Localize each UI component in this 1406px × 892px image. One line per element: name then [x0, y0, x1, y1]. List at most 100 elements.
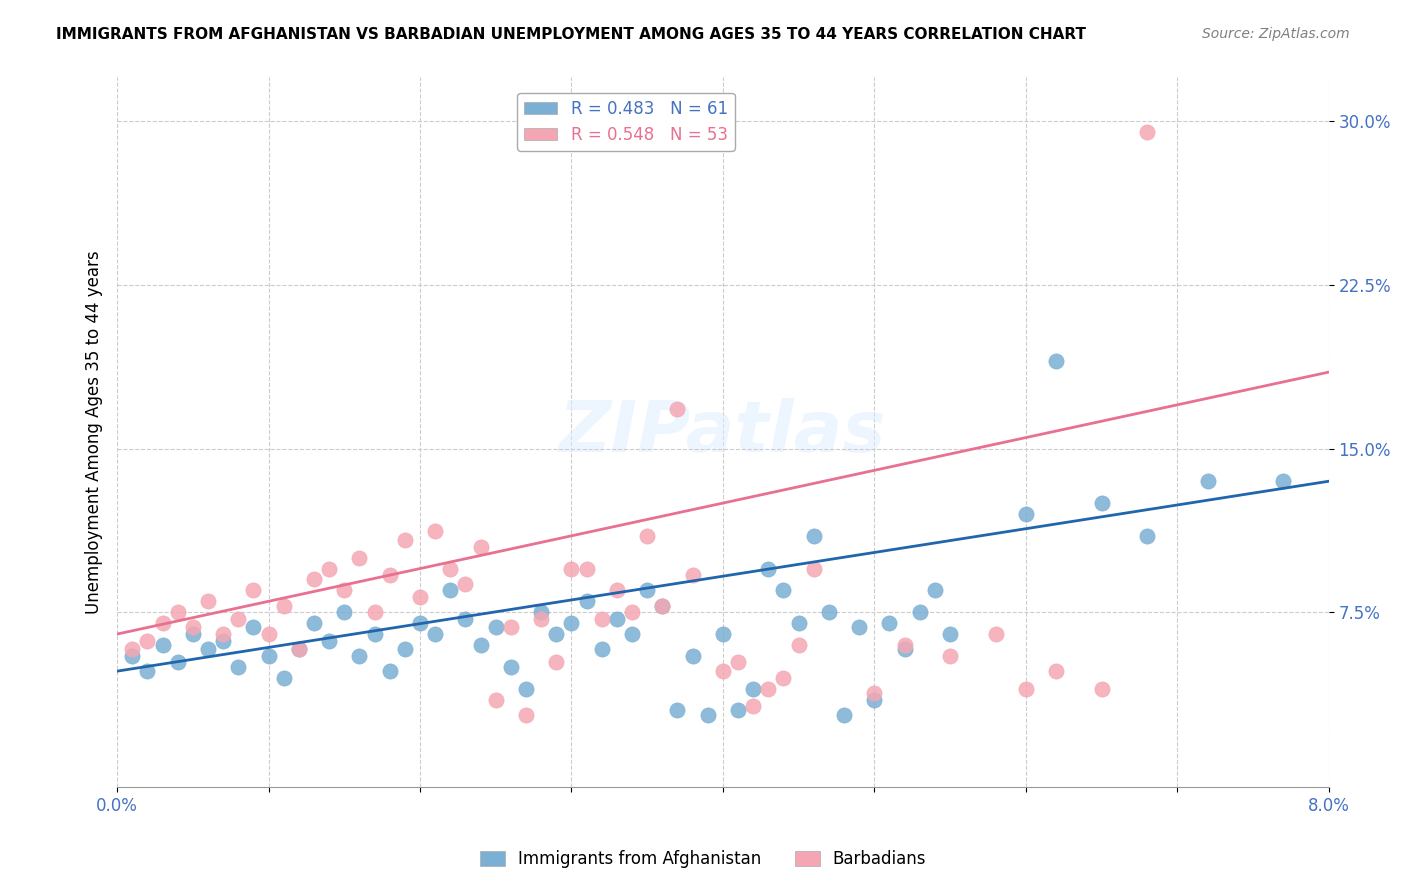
Point: [349, 550, 371, 565]
Point: [984, 627, 1007, 641]
Point: [288, 642, 311, 657]
Point: [333, 605, 356, 619]
Point: [273, 671, 295, 685]
Point: [378, 568, 401, 582]
Point: [787, 638, 810, 652]
Point: [166, 656, 188, 670]
Point: [197, 594, 219, 608]
Point: [318, 561, 340, 575]
Text: ZIPatlas: ZIPatlas: [560, 398, 887, 467]
Point: [454, 612, 477, 626]
Point: [515, 681, 537, 696]
Point: [363, 605, 385, 619]
Point: [439, 561, 461, 575]
Point: [666, 402, 689, 417]
Point: [212, 633, 235, 648]
Point: [302, 573, 325, 587]
Point: [636, 583, 658, 598]
Point: [682, 648, 704, 663]
Point: [606, 583, 628, 598]
Point: [591, 612, 613, 626]
Point: [742, 699, 765, 714]
Point: [1015, 681, 1038, 696]
Point: [742, 681, 765, 696]
Point: [1272, 475, 1295, 489]
Point: [273, 599, 295, 613]
Point: [939, 648, 962, 663]
Point: [212, 627, 235, 641]
Point: [1136, 125, 1159, 139]
Point: [893, 638, 915, 652]
Point: [470, 638, 492, 652]
Point: [803, 529, 825, 543]
Point: [378, 664, 401, 678]
Point: [318, 633, 340, 648]
Point: [136, 664, 159, 678]
Point: [1136, 529, 1159, 543]
Point: [1197, 475, 1219, 489]
Text: IMMIGRANTS FROM AFGHANISTAN VS BARBADIAN UNEMPLOYMENT AMONG AGES 35 TO 44 YEARS : IMMIGRANTS FROM AFGHANISTAN VS BARBADIAN…: [56, 27, 1087, 42]
Point: [787, 616, 810, 631]
Point: [349, 648, 371, 663]
Point: [1090, 496, 1112, 510]
Point: [425, 524, 447, 539]
Point: [530, 605, 553, 619]
Point: [756, 561, 779, 575]
Point: [606, 612, 628, 626]
Point: [560, 561, 582, 575]
Point: [363, 627, 385, 641]
Point: [302, 616, 325, 631]
Point: [832, 707, 855, 722]
Point: [425, 627, 447, 641]
Point: [409, 590, 432, 604]
Point: [696, 707, 718, 722]
Point: [242, 620, 264, 634]
Point: [288, 642, 311, 657]
Legend: Immigrants from Afghanistan, Barbadians: Immigrants from Afghanistan, Barbadians: [472, 844, 934, 875]
Point: [621, 605, 644, 619]
Point: [152, 638, 174, 652]
Point: [1045, 354, 1067, 368]
Point: [772, 671, 794, 685]
Point: [1090, 681, 1112, 696]
Point: [666, 703, 689, 717]
Point: [197, 642, 219, 657]
Point: [772, 583, 794, 598]
Point: [756, 681, 779, 696]
Point: [893, 642, 915, 657]
Point: [575, 594, 598, 608]
Point: [727, 703, 749, 717]
Point: [121, 642, 143, 657]
Text: Source: ZipAtlas.com: Source: ZipAtlas.com: [1202, 27, 1350, 41]
Point: [711, 627, 734, 641]
Point: [818, 605, 841, 619]
Point: [711, 664, 734, 678]
Point: [499, 620, 522, 634]
Point: [485, 692, 508, 706]
Point: [499, 660, 522, 674]
Point: [121, 648, 143, 663]
Point: [682, 568, 704, 582]
Point: [515, 707, 537, 722]
Y-axis label: Unemployment Among Ages 35 to 44 years: Unemployment Among Ages 35 to 44 years: [86, 251, 103, 614]
Point: [530, 612, 553, 626]
Point: [863, 692, 886, 706]
Point: [228, 660, 250, 674]
Point: [560, 616, 582, 631]
Point: [409, 616, 432, 631]
Point: [333, 583, 356, 598]
Point: [1015, 507, 1038, 521]
Point: [546, 627, 568, 641]
Point: [879, 616, 901, 631]
Point: [257, 648, 280, 663]
Point: [228, 612, 250, 626]
Point: [575, 561, 598, 575]
Point: [727, 656, 749, 670]
Point: [439, 583, 461, 598]
Point: [863, 686, 886, 700]
Point: [591, 642, 613, 657]
Point: [621, 627, 644, 641]
Point: [848, 620, 870, 634]
Point: [924, 583, 946, 598]
Point: [1045, 664, 1067, 678]
